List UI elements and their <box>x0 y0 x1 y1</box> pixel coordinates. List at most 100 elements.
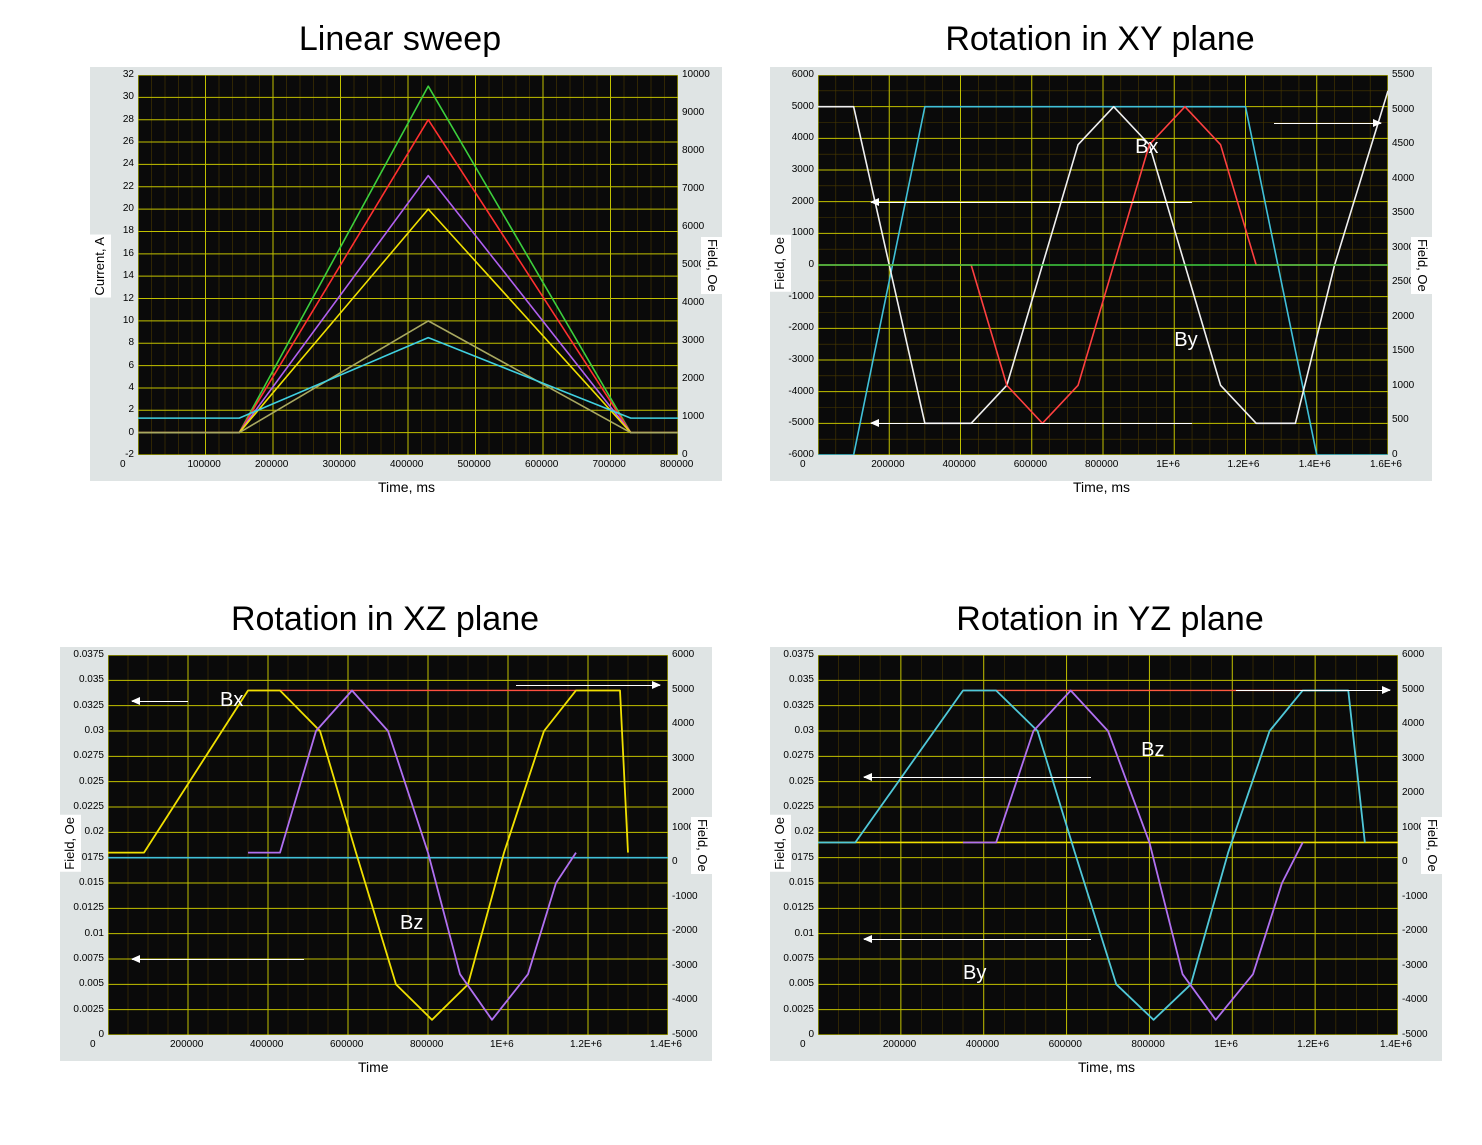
y-right-tick: 0 <box>672 856 678 867</box>
y-left-tick: 0.03 <box>778 725 814 736</box>
x-tick: 1E+6 <box>490 1039 514 1050</box>
x-tick: 400000 <box>966 1039 999 1050</box>
y-left-tick: 0.005 <box>68 978 104 989</box>
y-left-tick: 0.0075 <box>778 953 814 964</box>
y-left-tick: -4000 <box>778 386 814 397</box>
x-tick: 0 <box>800 459 806 470</box>
y-left-label: Field, Oe <box>768 235 791 292</box>
y-right-tick: 0 <box>1392 449 1398 460</box>
plot-area-A <box>138 75 678 455</box>
y-right-tick: 1000 <box>1392 380 1414 391</box>
y-left-tick: 0.0125 <box>778 902 814 913</box>
y-left-label: Field, Oe <box>768 815 791 872</box>
x-tick: 200000 <box>871 459 904 470</box>
y-left-tick: 0.0325 <box>68 700 104 711</box>
x-tick: 0 <box>90 1039 96 1050</box>
y-left-tick: 2 <box>98 404 134 415</box>
y-right-tick: 4000 <box>672 718 694 729</box>
y-left-tick: 0.035 <box>68 674 104 685</box>
x-tick: 1.4E+6 <box>1299 459 1331 470</box>
y-left-tick: -6000 <box>778 449 814 460</box>
y-right-tick: 1500 <box>1392 345 1414 356</box>
y-right-tick: 7000 <box>682 183 704 194</box>
y-right-tick: 4000 <box>1392 173 1414 184</box>
chart-B: 02000004000006000008000001E+61.2E+61.4E+… <box>770 67 1432 481</box>
y-left-tick: 0 <box>778 1029 814 1040</box>
x-tick: 1.6E+6 <box>1370 459 1402 470</box>
x-label: Time, ms <box>378 479 435 495</box>
y-left-tick: -2 <box>98 449 134 460</box>
y-left-tick: 10 <box>98 315 134 326</box>
y-left-tick: 0.015 <box>68 877 104 888</box>
y-right-tick: 5000 <box>1402 684 1424 695</box>
y-left-tick: 0.035 <box>778 674 814 685</box>
x-tick: 1.2E+6 <box>1228 459 1260 470</box>
y-right-tick: 1000 <box>682 411 704 422</box>
y-left-tick: 4 <box>98 382 134 393</box>
y-right-tick: 3500 <box>1392 207 1414 218</box>
y-left-tick: 0.025 <box>68 776 104 787</box>
x-tick: 200000 <box>170 1039 203 1050</box>
y-right-tick: -4000 <box>1402 994 1428 1005</box>
y-right-tick: 4000 <box>682 297 704 308</box>
y-right-tick: 0 <box>1402 856 1408 867</box>
y-left-tick: 8 <box>98 337 134 348</box>
y-right-tick: 5500 <box>1392 69 1414 80</box>
panel-rotation-yz: Rotation in YZ plane 0200000400000600000… <box>770 600 1450 1061</box>
panel-title-C: Rotation in XZ plane <box>60 600 710 639</box>
y-left-tick: 6 <box>98 360 134 371</box>
y-left-tick: 0.0075 <box>68 953 104 964</box>
y-right-tick: 2000 <box>1402 787 1424 798</box>
x-tick: 200000 <box>883 1039 916 1050</box>
y-left-tick: 0.0025 <box>68 1004 104 1015</box>
y-left-tick: 28 <box>98 114 134 125</box>
x-tick: 600000 <box>1014 459 1047 470</box>
y-left-tick: 6000 <box>778 69 814 80</box>
y-right-tick: 4000 <box>1402 718 1424 729</box>
x-tick: 800000 <box>1085 459 1118 470</box>
y-left-tick: 0.01 <box>68 928 104 939</box>
panel-title-B: Rotation in XY plane <box>770 20 1430 59</box>
x-tick: 1.2E+6 <box>1297 1039 1329 1050</box>
y-left-tick: 0.01 <box>778 928 814 939</box>
x-tick: 500000 <box>458 459 491 470</box>
y-left-tick: 0 <box>68 1029 104 1040</box>
x-tick: 600000 <box>1049 1039 1082 1050</box>
y-right-tick: -1000 <box>672 891 698 902</box>
panel-rotation-xy: Rotation in XY plane 0200000400000600000… <box>770 20 1430 481</box>
y-right-tick: 9000 <box>682 107 704 118</box>
x-tick: 400000 <box>250 1039 283 1050</box>
x-tick: 700000 <box>593 459 626 470</box>
panel-rotation-xz: Rotation in XZ plane 0200000400000600000… <box>60 600 710 1061</box>
x-tick: 600000 <box>525 459 558 470</box>
y-left-tick: 0.0375 <box>778 649 814 660</box>
y-left-tick: -1000 <box>778 291 814 302</box>
y-left-tick: 0.025 <box>778 776 814 787</box>
y-left-tick: 3000 <box>778 164 814 175</box>
y-right-tick: 3000 <box>672 753 694 764</box>
x-tick: 0 <box>120 459 126 470</box>
y-right-tick: 0 <box>682 449 688 460</box>
y-right-tick: 4500 <box>1392 138 1414 149</box>
y-left-tick: 0.0225 <box>68 801 104 812</box>
y-right-tick: 6000 <box>672 649 694 660</box>
y-left-tick: 30 <box>98 91 134 102</box>
x-tick: 1.4E+6 <box>1380 1039 1412 1050</box>
y-right-tick: -5000 <box>672 1029 698 1040</box>
panel-linear-sweep: Linear sweep 010000020000030000040000050… <box>90 20 710 481</box>
y-left-tick: 0.0325 <box>778 700 814 711</box>
y-left-label: Field, Oe <box>58 815 81 872</box>
y-right-tick: -3000 <box>1402 960 1428 971</box>
y-right-tick: 3000 <box>1402 753 1424 764</box>
y-left-label: Current, A <box>88 235 111 298</box>
x-tick: 1.4E+6 <box>650 1039 682 1050</box>
y-left-tick: 20 <box>98 203 134 214</box>
y-right-tick: -2000 <box>672 925 698 936</box>
y-left-tick: 0.015 <box>778 877 814 888</box>
y-right-tick: -4000 <box>672 994 698 1005</box>
y-right-tick: -2000 <box>1402 925 1428 936</box>
y-left-tick: 0.0125 <box>68 902 104 913</box>
y-right-tick: 3000 <box>682 335 704 346</box>
y-right-tick: 5000 <box>672 684 694 695</box>
y-left-tick: 24 <box>98 158 134 169</box>
